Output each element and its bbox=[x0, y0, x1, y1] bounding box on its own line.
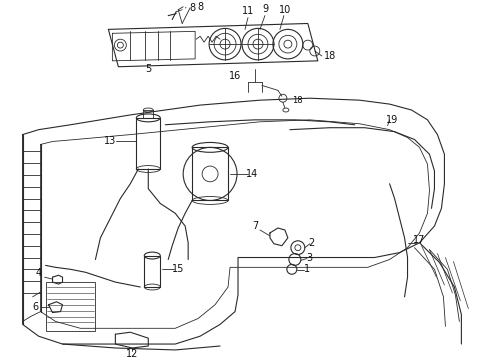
Text: 12: 12 bbox=[126, 349, 139, 359]
Bar bbox=[192, 147, 228, 201]
Text: 6: 6 bbox=[32, 302, 39, 312]
Text: 1: 1 bbox=[304, 264, 310, 274]
Text: 17: 17 bbox=[414, 235, 426, 245]
Text: 8: 8 bbox=[189, 3, 195, 13]
Text: 3: 3 bbox=[307, 252, 313, 262]
Text: 11: 11 bbox=[242, 6, 254, 16]
Text: 16: 16 bbox=[229, 71, 241, 81]
Bar bbox=[144, 256, 160, 287]
Bar bbox=[136, 118, 160, 169]
Text: 5: 5 bbox=[145, 64, 151, 74]
Text: 7: 7 bbox=[252, 221, 258, 231]
Bar bbox=[143, 110, 153, 118]
Text: 10: 10 bbox=[279, 5, 291, 15]
Text: 19: 19 bbox=[386, 115, 398, 125]
Text: 18: 18 bbox=[323, 51, 336, 61]
Text: 4: 4 bbox=[35, 268, 42, 278]
Text: 18: 18 bbox=[293, 96, 303, 105]
Text: 15: 15 bbox=[172, 264, 184, 274]
Text: 2: 2 bbox=[309, 238, 315, 248]
Text: 13: 13 bbox=[104, 136, 117, 147]
Bar bbox=[46, 282, 96, 331]
Text: 8: 8 bbox=[197, 2, 203, 12]
Text: 9: 9 bbox=[262, 4, 268, 14]
Text: 14: 14 bbox=[246, 169, 258, 179]
